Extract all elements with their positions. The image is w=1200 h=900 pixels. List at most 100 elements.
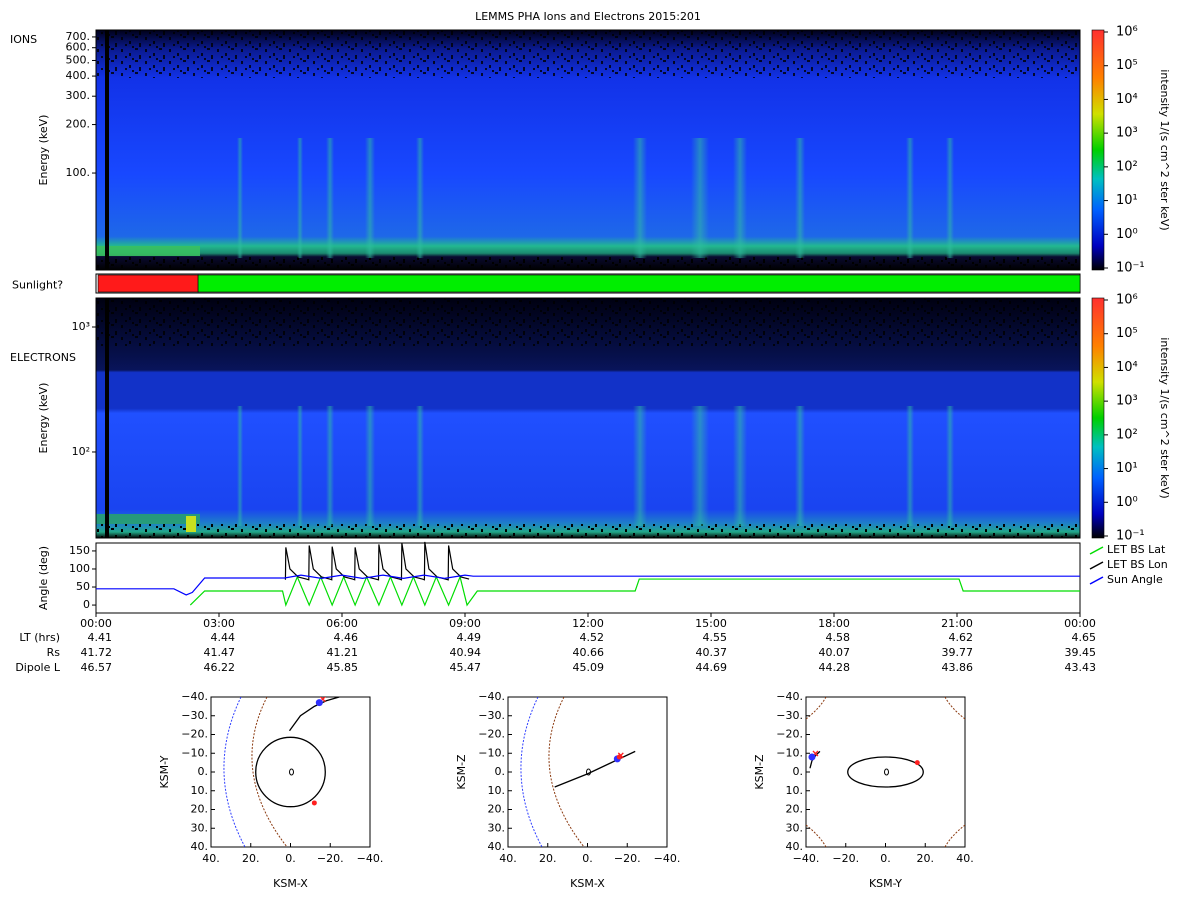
- legend-label: LET BS Lat: [1107, 543, 1166, 556]
- spectrogram-feature: [691, 406, 709, 526]
- y-tick-label: 20.: [786, 803, 804, 816]
- row-value: 4.44: [211, 631, 236, 644]
- plot-frame: [95, 297, 1081, 539]
- row-value: 4.41: [88, 631, 113, 644]
- spectrogram-feature: [946, 406, 954, 526]
- row-value: 44.69: [696, 661, 728, 674]
- colorbar-tick-label: 10⁴: [1116, 360, 1138, 375]
- y-tick-label: 300.: [66, 89, 91, 102]
- spectrogram-feature: [297, 138, 303, 258]
- y-tick-label: 0: [83, 598, 90, 611]
- legend-swatch: [1089, 561, 1104, 570]
- row-value: 45.47: [450, 661, 482, 674]
- y-tick-label: 10³: [72, 320, 90, 333]
- row-value: 4.52: [580, 631, 605, 644]
- legend-swatch: [1089, 546, 1104, 555]
- x-tick-label: 12:00: [572, 617, 604, 630]
- row-value: 4.58: [826, 631, 851, 644]
- colorbar-tick-label: 10³: [1116, 394, 1138, 409]
- plot-frame: [210, 696, 371, 848]
- magnetopause: [548, 697, 585, 847]
- x-tick-label: 21:00: [941, 617, 973, 630]
- planet: [289, 768, 294, 776]
- spectrogram-feature: [733, 138, 747, 258]
- row-value: 4.62: [949, 631, 974, 644]
- y-axis-label: Angle (deg): [37, 546, 50, 610]
- spectrogram-feature: [946, 138, 954, 258]
- colorbar-tick-label: 10⁻¹: [1116, 529, 1145, 544]
- colorbar-tick-label: 10²: [1116, 427, 1138, 442]
- row-value: 41.72: [81, 646, 113, 659]
- spectrogram-enhancement: [96, 514, 200, 524]
- planet: [884, 768, 889, 776]
- y-tick-label: 40.: [191, 840, 209, 853]
- y-tick-label: 30.: [191, 821, 209, 834]
- x-tick-label: −40.: [357, 852, 384, 865]
- x-tick-label: 20.: [917, 852, 935, 865]
- x-tick-label: −20.: [614, 852, 641, 865]
- y-tick-label: −20.: [181, 728, 208, 741]
- colorbar-label: intensity 1/(s cm^2 ster keV): [1158, 69, 1171, 230]
- row-value: 40.37: [696, 646, 728, 659]
- y-tick-label: −10.: [776, 746, 803, 759]
- y-axis-label: KSM-Z: [753, 754, 766, 790]
- colorbar-tick-label: 10¹: [1116, 193, 1138, 208]
- y-tick-label: 0.: [198, 765, 209, 778]
- row-value: 46.57: [81, 661, 113, 674]
- colorbar-tick-label: 10⁵: [1116, 326, 1138, 341]
- spectrogram-noise: [96, 30, 1080, 78]
- y-tick-label: 0.: [495, 765, 506, 778]
- colorbar: [1091, 29, 1105, 271]
- bow-shock: [223, 697, 246, 847]
- series-line: [189, 574, 1080, 608]
- x-tick-label: 40.: [202, 852, 220, 865]
- y-tick-label: −10.: [478, 746, 505, 759]
- row-value: 46.22: [204, 661, 236, 674]
- colorbar-tick-label: 10³: [1116, 126, 1138, 141]
- colorbar-tick-label: 10²: [1116, 159, 1138, 174]
- y-tick-label: 20.: [191, 803, 209, 816]
- x-tick-label: 20.: [242, 852, 260, 865]
- y-tick-label: −40.: [776, 690, 803, 703]
- x-axis-label: KSM-X: [570, 877, 605, 890]
- spectrogram-feature: [795, 138, 805, 258]
- spectrogram-feature: [326, 406, 334, 526]
- y-tick-label: −40.: [181, 690, 208, 703]
- y-tick-label: −10.: [181, 746, 208, 759]
- legend-label: Sun Angle: [1107, 573, 1163, 586]
- y-tick-label: 400.: [66, 69, 91, 82]
- x-tick-label: 40.: [499, 852, 517, 865]
- series-line: [284, 541, 470, 581]
- plot-frame: [805, 696, 966, 848]
- row-value: 44.28: [819, 661, 851, 674]
- x-tick-label: −40.: [654, 852, 681, 865]
- colorbar-tick-label: 10⁵: [1116, 58, 1138, 73]
- y-tick-label: 40.: [786, 840, 804, 853]
- y-tick-label: 0.: [793, 765, 804, 778]
- y-tick-label: −30.: [776, 709, 803, 722]
- x-tick-label: 06:00: [326, 617, 358, 630]
- colorbar-tick-label: 10⁻¹: [1116, 261, 1145, 276]
- spectrogram-noise: [96, 256, 1080, 270]
- panel-label: Sunlight?: [12, 279, 63, 292]
- data-gap: [105, 298, 109, 538]
- y-tick-label: −30.: [181, 709, 208, 722]
- x-tick-label: 03:00: [203, 617, 235, 630]
- orbit-contents: [223, 697, 340, 847]
- spectrogram-feature: [365, 138, 375, 258]
- colorbar-tick-label: 10⁶: [1116, 293, 1138, 308]
- legend-label: LET BS Lon: [1107, 558, 1168, 571]
- row-value: 4.65: [1072, 631, 1097, 644]
- spectrogram-feature: [416, 406, 424, 526]
- y-tick-label: 40.: [488, 840, 506, 853]
- row-value: 43.86: [942, 661, 974, 674]
- x-tick-label: 0.: [285, 852, 296, 865]
- moon: [914, 760, 920, 766]
- y-axis-label: KSM-Y: [158, 755, 171, 788]
- orbit-plot: 40. 20. 0. −20. −40. −40. −30. −20. −10. 0. 10. 20.…: [158, 690, 383, 890]
- spectrogram-feature: [906, 138, 914, 258]
- moon: [311, 800, 317, 806]
- y-tick-label: 20.: [488, 803, 506, 816]
